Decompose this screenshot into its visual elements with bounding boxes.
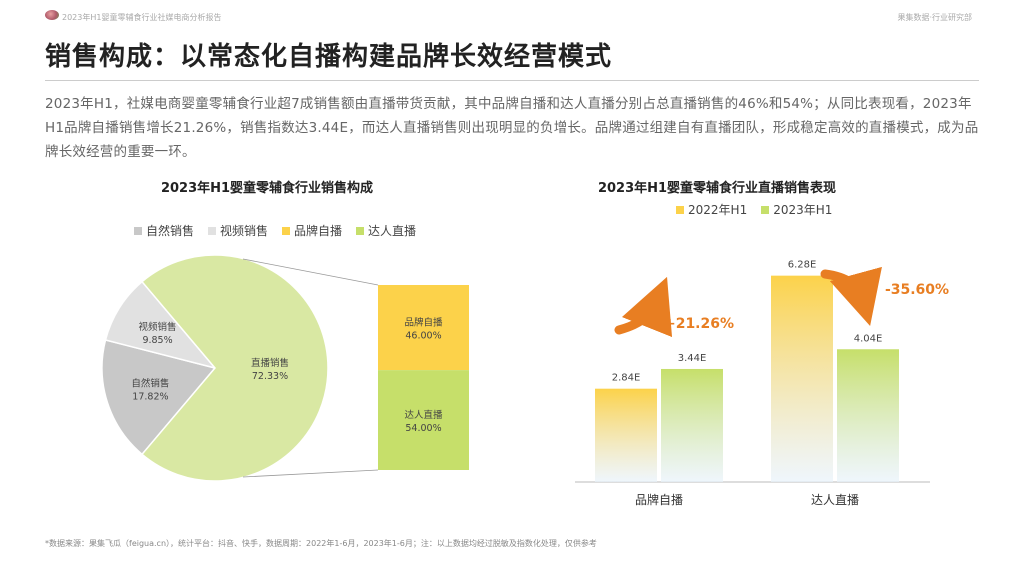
- brand-logo-icon: [45, 10, 59, 20]
- legend-label: 品牌自播: [294, 224, 343, 238]
- legend-swatch: [134, 226, 142, 235]
- pie-chart: 自然销售 17.82% 视频销售 9.85% 直播销售 72.33% 品牌自播 46.00% 达…: [101, 254, 469, 482]
- slice-label: 自然销售: [131, 378, 169, 390]
- x-tick-label: 达人直播: [811, 493, 859, 507]
- report-name: 2023年H1婴童零辅食行业社媒电商分析报告: [62, 13, 222, 22]
- legend-swatch: [208, 226, 217, 235]
- bar-value-label: 3.44E: [678, 353, 707, 364]
- growth-arrow: [614, 276, 673, 338]
- connector-line: [242, 258, 379, 286]
- pie-slice: [141, 254, 329, 482]
- pie-slice: [101, 339, 217, 456]
- legend-item: 品牌自播: [282, 222, 342, 239]
- bar: [771, 275, 833, 482]
- decline-arrow: [820, 266, 882, 327]
- data-source-footnote: *数据来源：果集飞瓜（feigua.cn），统计平台：抖音、快手，数据周期：20…: [45, 539, 597, 548]
- segment-label: 达人直播: [404, 409, 443, 421]
- title-divider: [45, 80, 979, 81]
- segment-value-label: 54.00%: [405, 423, 441, 434]
- legend-label: 自然销售: [146, 224, 195, 238]
- bar-chart-title: 2023年H1婴童零辅食行业直播销售表现: [597, 181, 837, 196]
- growth-annotation: +21.26%: [664, 316, 734, 332]
- slice-value-label: 9.85%: [142, 335, 172, 346]
- bar-chart-legend: 2022年H1 2023年H1: [676, 201, 832, 218]
- legend-swatch: [356, 226, 365, 235]
- bar: [837, 349, 899, 482]
- slice-label: 直播销售: [251, 357, 289, 369]
- breakdown-segment: [378, 285, 469, 371]
- slice-value-label: 72.33%: [252, 371, 288, 382]
- decline-annotation: -35.60%: [885, 282, 949, 298]
- segment-value-label: 46.00%: [405, 331, 441, 342]
- page-title: 销售构成：以常态化自播构建品牌长效经营模式: [45, 42, 613, 72]
- legend-swatch: [282, 226, 291, 235]
- summary-paragraph: 2023年H1，社媒电商婴童零辅食行业超7成销售额由直播带货贡献，其中品牌自播和…: [45, 96, 979, 160]
- legend-swatch: [676, 205, 684, 214]
- bar-chart: 2.84E 3.44E 品牌自播 6.28E 4.04E 达人直播 +21.26% -35.6…: [575, 260, 949, 507]
- pie-chart-title: 2023年H1婴童零辅食行业销售构成: [160, 181, 374, 196]
- breakdown-segment: [378, 370, 469, 470]
- legend-item: 2022年H1: [676, 201, 747, 218]
- top-bar: 2023年H1婴童零辅食行业社媒电商分析报告 果集数据·行业研究部: [0, 0, 1024, 28]
- legend-swatch: [761, 205, 770, 214]
- bar-value-label: 4.04E: [854, 333, 883, 344]
- legend-label: 达人直播: [368, 224, 417, 238]
- bar: [595, 388, 657, 482]
- segment-label: 品牌自播: [404, 317, 443, 329]
- legend-item: 视频销售: [208, 222, 268, 239]
- pie-chart-legend: 自然销售 视频销售 品牌自播 达人直播: [134, 222, 416, 239]
- legend-label: 2022年H1: [688, 203, 748, 217]
- x-tick-label: 品牌自播: [635, 493, 683, 507]
- legend-item: 自然销售: [134, 222, 194, 239]
- bar-value-label: 2.84E: [612, 373, 641, 384]
- legend-item: 2023年H1: [761, 201, 832, 218]
- slice-label: 视频销售: [139, 321, 177, 333]
- slice-value-label: 17.82%: [132, 392, 168, 403]
- bar: [661, 368, 723, 482]
- legend-item: 达人直播: [356, 222, 416, 239]
- legend-label: 2023年H1: [773, 203, 833, 217]
- connector-line: [242, 469, 379, 478]
- org-name: 果集数据·行业研究部: [897, 13, 972, 22]
- bar-value-label: 6.28E: [788, 260, 817, 271]
- legend-label: 视频销售: [220, 224, 269, 238]
